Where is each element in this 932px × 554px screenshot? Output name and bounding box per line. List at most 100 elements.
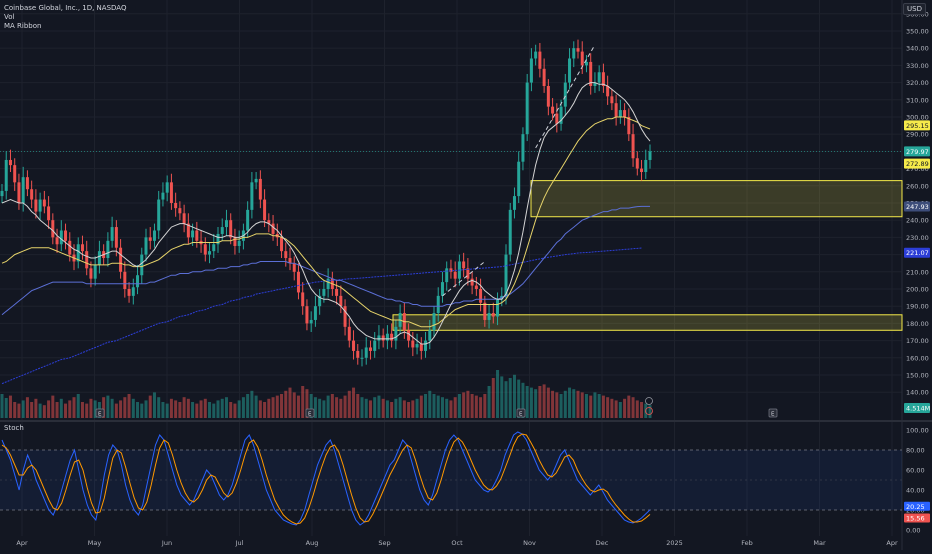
trend-line (535, 44, 596, 149)
candle-body (614, 103, 618, 117)
volume-bar (432, 394, 436, 418)
currency-button[interactable]: USD (903, 3, 926, 15)
candle-body (627, 116, 631, 135)
candle-body (390, 333, 394, 341)
volume-bar (212, 403, 216, 418)
volume-bar (224, 397, 228, 418)
volume-bar (347, 390, 351, 418)
volume-bar (161, 402, 165, 418)
price-tick-label: 340.00 (906, 45, 929, 53)
volume-bar (318, 398, 322, 418)
volume-bar (131, 398, 135, 418)
candle-body (0, 190, 4, 197)
ma-longest-line (1, 247, 642, 385)
candle-body (496, 299, 500, 317)
volume-bar (199, 400, 203, 418)
price-axis-badge-text: 295.15 (906, 122, 929, 130)
candle-body (123, 271, 127, 289)
candle-body (161, 192, 165, 200)
volume-axis-badge-text: 4.514M (906, 405, 930, 413)
candle-body (131, 287, 135, 296)
price-tick-label: 270.00 (906, 165, 929, 173)
volume-bar (356, 394, 360, 418)
x-axis-label: Jul (235, 539, 244, 547)
candle-body (339, 295, 343, 307)
volume-bar (288, 387, 292, 418)
volume-bar (572, 389, 576, 418)
volume-bar (415, 398, 419, 418)
volume-bar (470, 394, 474, 418)
volume-bar (229, 402, 233, 418)
candle-body (504, 254, 508, 296)
candle-body (258, 178, 262, 200)
candle-body (85, 251, 89, 269)
candle-body (618, 110, 622, 117)
volume-bar (72, 397, 76, 418)
candle-body (76, 244, 80, 262)
volume-bar (292, 392, 296, 418)
candle-body (254, 178, 258, 183)
volume-bar (178, 402, 182, 418)
candle-body (487, 313, 491, 320)
earnings-marker (95, 408, 105, 418)
candle-body (462, 261, 466, 269)
price-axis-badge (904, 120, 930, 131)
volume-bar (597, 394, 601, 418)
candle-body (364, 347, 368, 358)
candle-body (296, 271, 300, 293)
candle-body (64, 230, 68, 241)
x-axis-label: Nov (523, 539, 536, 547)
candle-body (284, 251, 288, 259)
volume-bar (140, 403, 144, 418)
candle-body (407, 330, 411, 341)
price-tick-label: 290.00 (906, 131, 929, 139)
candle-body (394, 326, 398, 341)
volume-bar (440, 397, 444, 418)
volume-bar (525, 386, 529, 418)
candle-body (212, 244, 216, 252)
volume-bar (250, 390, 254, 418)
candle-body (34, 199, 38, 212)
volume-bar (165, 403, 169, 418)
candle-body (233, 237, 237, 246)
candle-body (474, 285, 478, 289)
candle-body (538, 51, 542, 69)
x-axis-label: 2025 (666, 539, 683, 547)
volume-bar (466, 390, 470, 418)
volume-bar (51, 395, 55, 418)
volume-bar (559, 394, 563, 418)
volume-bar (64, 403, 68, 418)
volume-axis-badge (904, 403, 930, 413)
volume-bar (377, 395, 381, 418)
volume-bar (487, 386, 491, 418)
candle-body (635, 158, 639, 169)
candle-body (572, 48, 576, 59)
candle-body (165, 182, 169, 193)
volume-bar (330, 394, 334, 418)
candle-body (377, 335, 381, 341)
candle-body (644, 159, 648, 173)
price-tick-label: 170.00 (906, 337, 929, 345)
price-tick-label: 150.00 (906, 371, 929, 379)
volume-bar (313, 397, 317, 418)
volume-bar (42, 405, 46, 418)
volume-bar (55, 402, 59, 418)
stoch-legend-label: Stoch (4, 424, 24, 432)
stoch-tick-label: 60.00 (906, 467, 925, 475)
candle-body (449, 268, 453, 272)
candle-body (224, 220, 228, 228)
ma-short-line (1, 82, 651, 345)
earnings-marker (305, 408, 315, 418)
price-tick-label: 160.00 (906, 354, 929, 362)
candle-body (288, 258, 292, 264)
candle-body (271, 223, 275, 234)
price-axis-badge-text: 247.93 (906, 203, 929, 211)
volume-bar (610, 398, 614, 418)
symbol-title: Coinbase Global, Inc., 1D, NASDAQ (4, 4, 127, 12)
volume-bar (623, 398, 627, 418)
candle-body (521, 134, 525, 162)
x-axis-label: Apr (16, 539, 28, 547)
volume-bar (110, 398, 114, 418)
volume-bar (462, 392, 466, 418)
